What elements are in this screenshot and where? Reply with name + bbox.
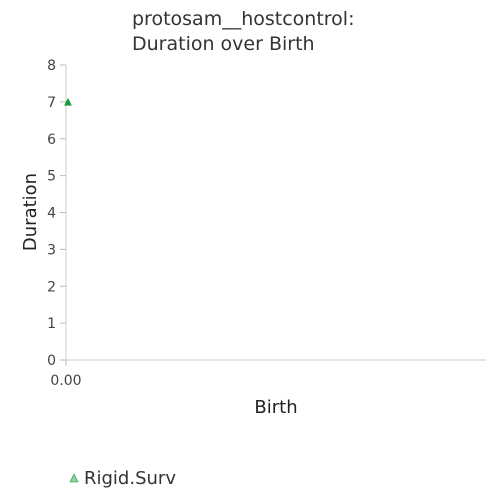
y-tick-label: 8 bbox=[47, 58, 56, 74]
chart-title-line-1: protosam__hostcontrol: bbox=[132, 8, 354, 30]
legend-marker-triangle bbox=[69, 473, 79, 483]
y-tick-label: 4 bbox=[47, 206, 56, 222]
y-axis-label: Duration bbox=[20, 173, 41, 251]
chart-title-line-2: Duration over Birth bbox=[132, 33, 315, 55]
y-tick-label: 7 bbox=[47, 95, 56, 111]
x-tick-label: 0.00 bbox=[50, 373, 81, 389]
y-tick-label: 6 bbox=[47, 132, 56, 148]
legend: Rigid.Surv bbox=[69, 468, 176, 489]
y-tick-label: 1 bbox=[47, 316, 56, 332]
y-tick-label: 5 bbox=[47, 169, 56, 185]
data-point bbox=[64, 97, 72, 106]
y-tick-label: 2 bbox=[47, 279, 56, 295]
y-tick-label: 0 bbox=[47, 353, 56, 369]
y-tick-label: 3 bbox=[47, 242, 56, 258]
x-axis-label: Birth bbox=[254, 397, 297, 418]
plot-points bbox=[64, 97, 72, 106]
x-axis: 0.00 bbox=[50, 359, 486, 389]
legend-label-rigid-surv: Rigid.Surv bbox=[84, 468, 176, 489]
y-axis: 0 1 2 3 4 5 6 7 8 bbox=[47, 58, 67, 369]
